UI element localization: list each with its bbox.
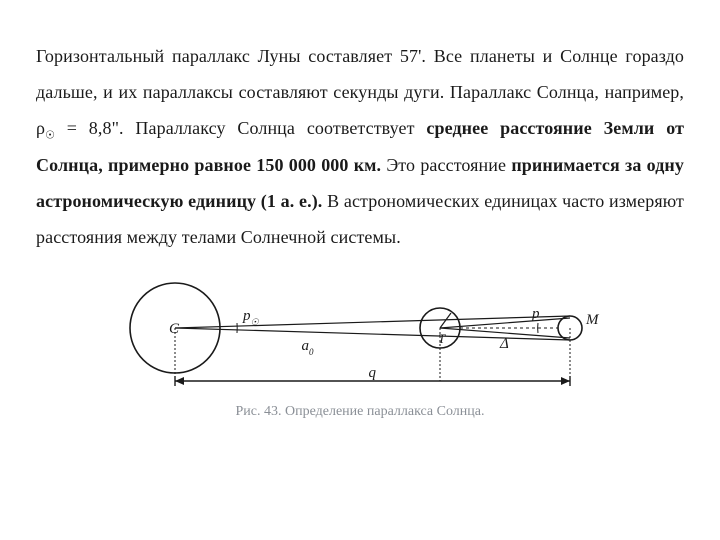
- parallax-diagram: С Т Мp☉ p a0 Δq: [90, 273, 630, 393]
- para-eq: = 8,8". Параллаксу Солнца соответствует: [55, 118, 427, 138]
- svg-text:q: q: [369, 365, 377, 381]
- para-seg1: Горизонтальный параллакс Луны составляет…: [36, 46, 684, 102]
- svg-text:М: М: [585, 312, 600, 328]
- svg-text:Т: Т: [438, 331, 446, 346]
- rho-subscript-sun: ☉: [45, 130, 55, 142]
- svg-text:p: p: [531, 306, 540, 322]
- body-paragraph: Горизонтальный параллакс Луны составляет…: [36, 38, 684, 255]
- svg-text:Δ: Δ: [499, 336, 509, 352]
- svg-text:С: С: [169, 321, 180, 337]
- page: Горизонтальный параллакс Луны составляет…: [0, 0, 720, 420]
- rho-symbol: ρ: [36, 118, 45, 138]
- svg-text:a0: a0: [302, 338, 315, 357]
- figure-wrap: С Т Мp☉ p a0 Δq Рис. 43. Определение параллак…: [36, 273, 684, 420]
- figure-caption: Рис. 43. Определение параллакса Солнца.: [36, 404, 684, 420]
- svg-text:p☉: p☉: [242, 308, 260, 327]
- para-seg2: Это расстояние: [381, 155, 511, 175]
